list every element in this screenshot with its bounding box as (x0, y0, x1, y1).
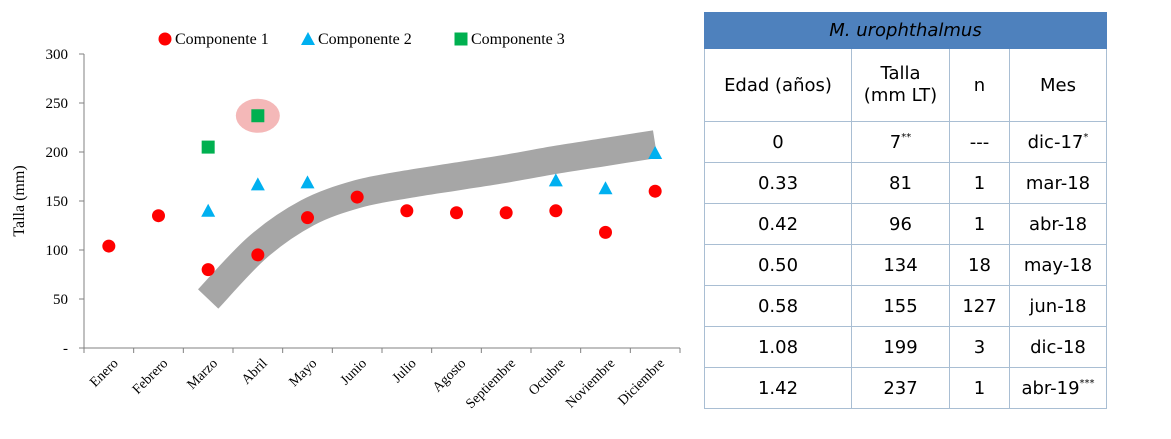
componente-1-point (549, 204, 563, 218)
cell-talla: 96 (851, 203, 950, 245)
x-tick-label: Septiembre (463, 356, 519, 412)
componente-2-point (598, 181, 613, 195)
x-tick-label: Julio (390, 356, 420, 386)
y-axis-label: Talla (mm) (11, 165, 28, 236)
cell-mes: dic-17* (1009, 121, 1107, 163)
x-tick-label: Diciembre (616, 356, 668, 408)
legend-componente-3-marker (454, 32, 468, 46)
cell-edad: 1.08 (704, 326, 852, 368)
cell-edad: 0.58 (704, 285, 852, 327)
componente-2-point (300, 175, 315, 189)
cell-n: 18 (949, 244, 1010, 286)
x-tick-label: Mayo (287, 356, 321, 390)
cell-edad: 1.42 (704, 367, 852, 409)
scatter-chart: - 50 100 150 200 250 300 Enero Febrero Marzo Abril… (11, 31, 681, 412)
table-row: 0 7** --- dic-17* (704, 121, 1107, 163)
componente-1-point (400, 204, 414, 218)
cell-n: 127 (949, 285, 1010, 327)
x-tick-label: Abril (239, 356, 271, 388)
cell-mes: jun-18 (1009, 285, 1107, 327)
cell-n: --- (949, 121, 1010, 163)
legend-label: Componente 2 (318, 31, 412, 48)
componente-1-point (450, 206, 463, 220)
cell-n: 1 (949, 162, 1010, 204)
table-row: 0.42 96 1 abr-18 (704, 203, 1107, 245)
legend-componente-1-marker (158, 32, 172, 46)
header-edad: Edad (años) (704, 48, 852, 122)
componente-1-point (201, 263, 215, 277)
x-tick-label: Noviembre (563, 356, 618, 411)
cell-talla: 237 (851, 367, 950, 409)
cell-edad: 0.50 (704, 244, 852, 286)
x-tick-label: Febrero (130, 356, 171, 397)
y-tick-label: 200 (46, 145, 69, 161)
componente-1-point (152, 209, 165, 223)
y-tick-label: 50 (53, 292, 68, 308)
table-row: 0.58 155 127 jun-18 (704, 285, 1107, 327)
x-tick-label: Agosto (430, 356, 469, 395)
cell-talla: 199 (851, 326, 950, 368)
x-tick-label: Octubre (526, 356, 568, 398)
legend-label: Componente 1 (175, 31, 269, 48)
cell-talla: 155 (851, 285, 950, 327)
cell-mes: may-18 (1009, 244, 1107, 286)
table-row: 1.42 237 1 abr-19*** (704, 367, 1107, 409)
componente-3-point (251, 109, 265, 123)
componente-1-point (599, 225, 612, 239)
componente-1-point (499, 206, 513, 220)
cell-n: 1 (949, 203, 1010, 245)
legend-componente-2-marker (301, 32, 315, 45)
cell-talla: 7** (851, 121, 950, 163)
cell-mes: dic-18 (1009, 326, 1107, 368)
y-tick-label: - (63, 341, 68, 357)
componente-1-point (648, 184, 662, 198)
x-tick-label: Marzo (185, 356, 221, 392)
y-tick-label: 300 (46, 47, 69, 63)
y-tick-label: 250 (46, 96, 69, 112)
cell-mes: abr-18 (1009, 203, 1107, 245)
componente-1-point (301, 211, 314, 225)
header-n: n (949, 48, 1010, 122)
table-row: 0.33 81 1 mar-18 (704, 162, 1107, 204)
x-tick-label: Enero (87, 356, 121, 390)
header-talla: Talla (mm LT) (851, 48, 950, 122)
cell-n: 3 (949, 326, 1010, 368)
cell-mes: mar-18 (1009, 162, 1107, 204)
componente-2-point (648, 145, 663, 159)
legend-label: Componente 3 (471, 31, 565, 48)
trend-band (197, 130, 658, 309)
componente-2-point (250, 177, 265, 191)
cell-talla: 134 (851, 244, 950, 286)
componente-1-point (350, 190, 364, 204)
componente-3-point (201, 140, 215, 154)
cell-n: 1 (949, 367, 1010, 409)
y-tick-label: 150 (46, 194, 69, 210)
componente-2-point (548, 173, 563, 187)
table-row: 1.08 199 3 dic-18 (704, 326, 1107, 368)
cell-mes: abr-19*** (1009, 367, 1107, 409)
y-tick-label: 100 (46, 243, 69, 259)
age-size-table: M. urophthalmus Edad (años) Talla (mm LT… (704, 12, 1107, 409)
cell-edad: 0.33 (704, 162, 852, 204)
componente-2-point (201, 203, 216, 217)
table-title: M. urophthalmus (704, 12, 1107, 49)
componente-1-point (251, 248, 265, 262)
cell-edad: 0.42 (704, 203, 852, 245)
cell-talla: 81 (851, 162, 950, 204)
table-row: 0.50 134 18 may-18 (704, 244, 1107, 286)
header-mes: Mes (1009, 48, 1107, 122)
cell-edad: 0 (704, 121, 852, 163)
componente-1-point (102, 239, 116, 253)
x-tick-label: Junio (338, 356, 370, 388)
